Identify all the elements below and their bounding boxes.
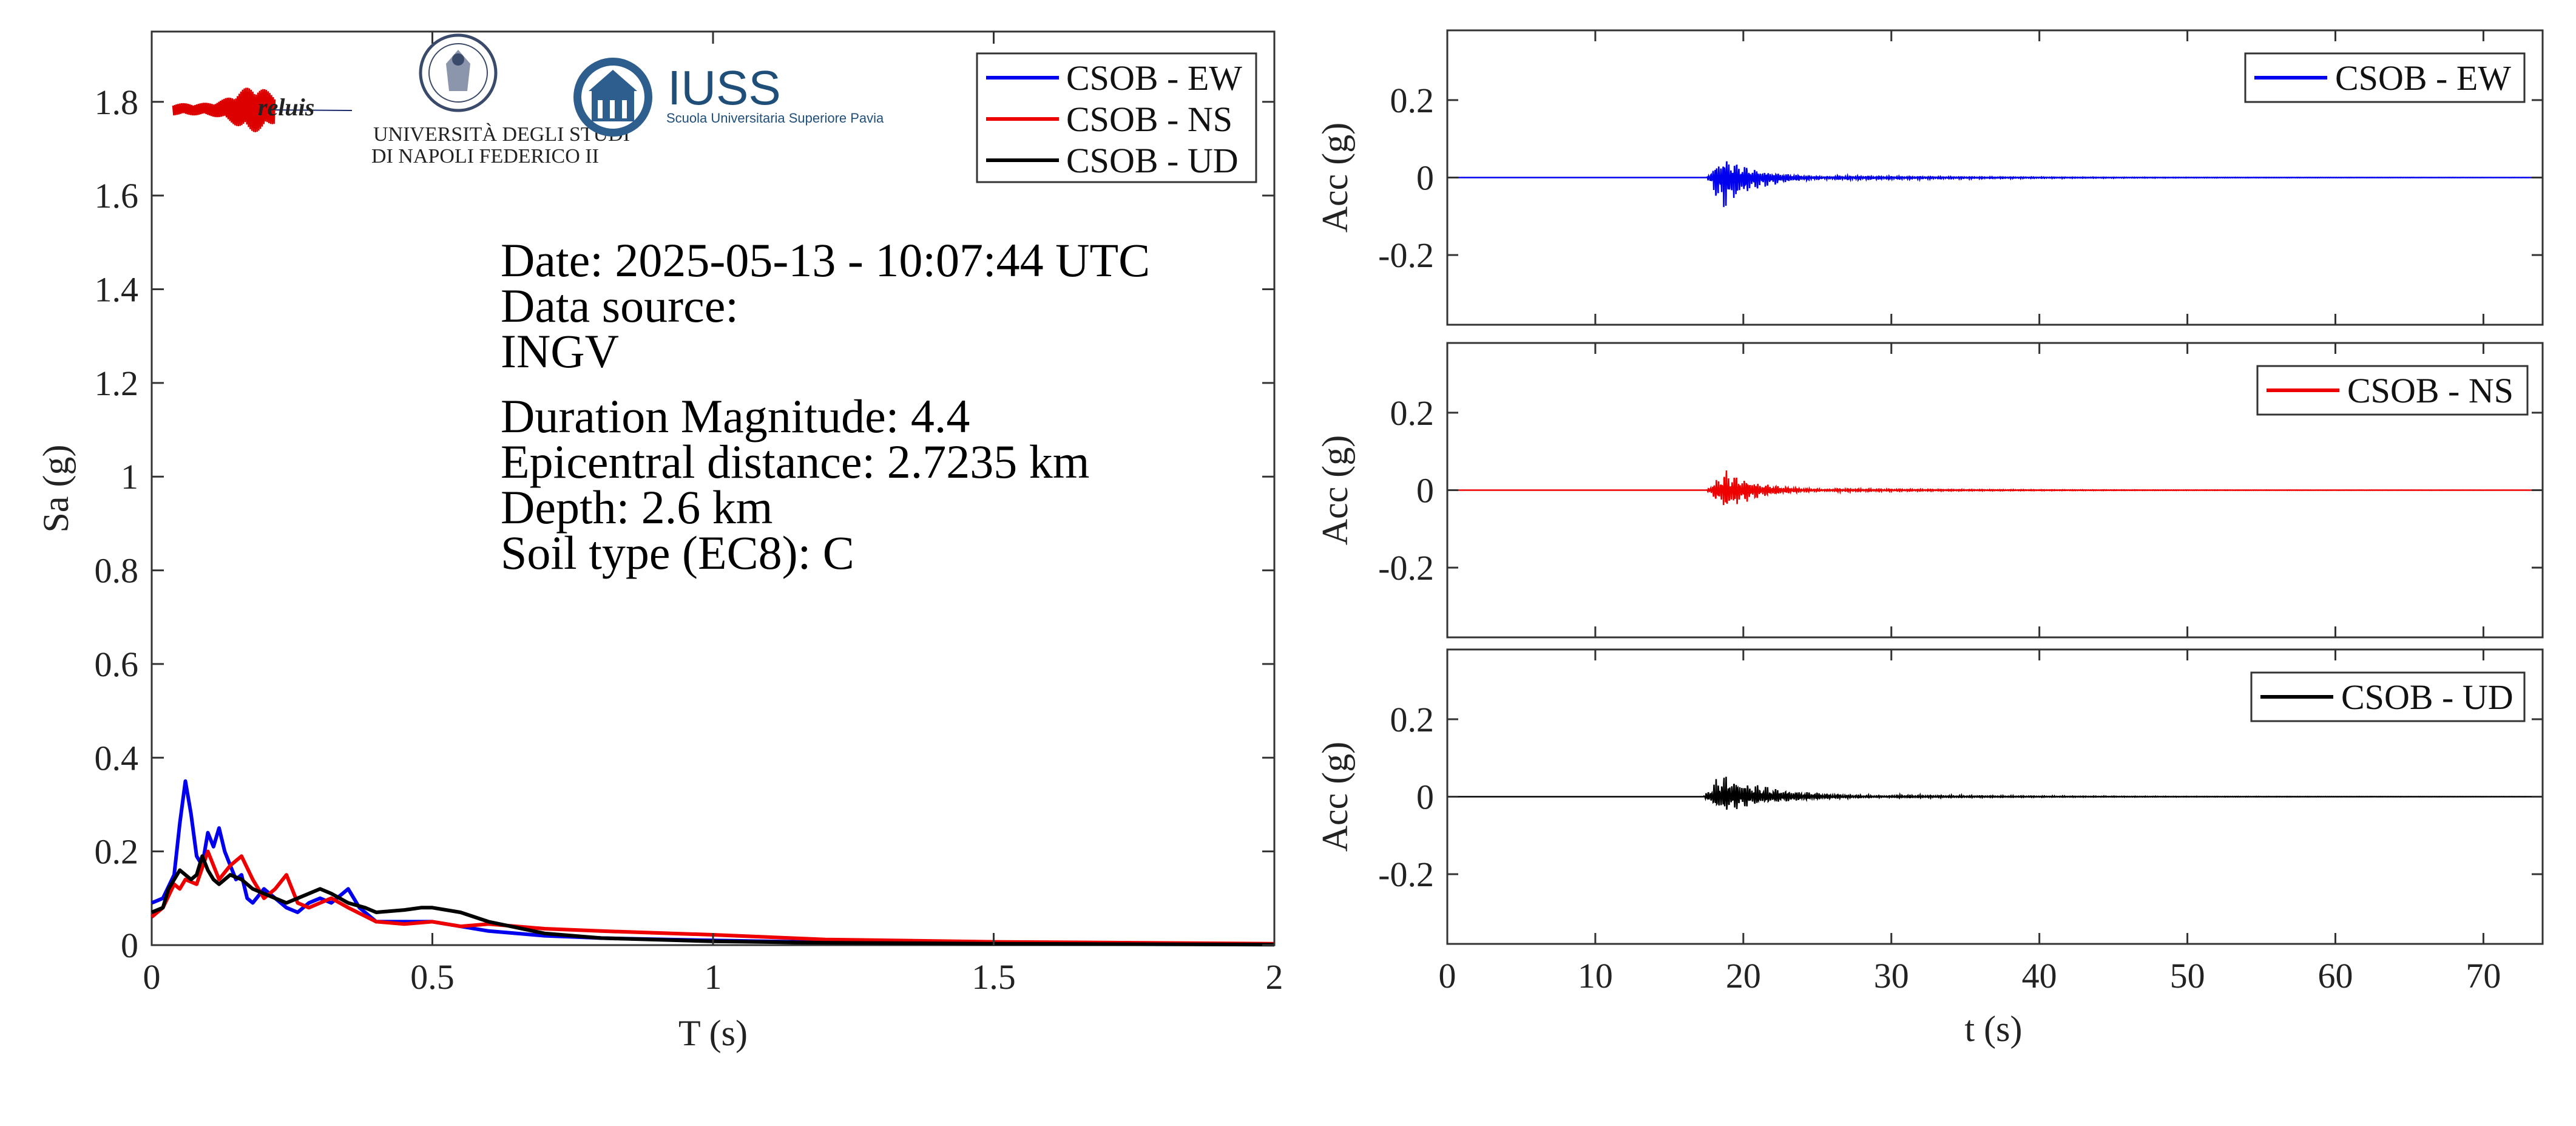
- acc-y-tick-label: -0.2: [1378, 236, 1434, 275]
- time-x-axis-label: t (s): [1965, 1009, 2023, 1049]
- acc-series-ns: [1447, 470, 2543, 506]
- spectrum-x-tick-label: 0: [143, 957, 161, 997]
- spectrum-y-tick-label: 1.2: [95, 364, 139, 403]
- reluis-logo: reluis: [172, 87, 353, 132]
- spectrum-y-tick-label: 1.4: [95, 270, 139, 309]
- acc-series-ew: [1447, 161, 2543, 208]
- acc-legend-label: CSOB - NS: [2347, 371, 2513, 410]
- legend-label-ew: CSOB - EW: [1066, 58, 1242, 98]
- acc-y-tick-label: -0.2: [1378, 548, 1434, 588]
- unina-seal: [419, 33, 498, 112]
- acc-x-tick-label: 20: [1726, 956, 1761, 995]
- spectrum-series-0: [150, 779, 1275, 946]
- iuss-logo: IUSS Scuola Universitaria Superiore Pavi…: [573, 58, 884, 137]
- acceleration-panels: -0.2 0 0.2 Acc (g) CSOB - EW -0.2 0 0.2 Acc (g) C…: [1315, 29, 2544, 995]
- spectrum-x-tick-label: 2: [1266, 957, 1283, 997]
- response-spectrum-chart: 0 0.5 1 1.5 2 0 0.2 0.4 0.6 0.8 1 1.2 1.4 1.6 1.8 T (s…: [36, 30, 1283, 1053]
- acc-panel-ud: -0.2 0 0.2 0 10 20 30 40 50 60 70 Acc (g) CSOB - UD: [1315, 648, 2544, 995]
- acc-series-ud: [1447, 776, 2543, 810]
- spectrum-legend: CSOB - EW CSOB - NS CSOB - UD: [976, 52, 1257, 183]
- event-magnitude: Duration Magnitude: 4.4: [501, 390, 970, 443]
- spectrum-y-axis-label: Sa (g): [36, 445, 76, 533]
- data-source-value: INGV: [501, 325, 619, 378]
- spectrum-y-tick-label: 0.2: [95, 832, 139, 872]
- acc-x-tick-label: 10: [1578, 956, 1613, 995]
- acc-y-tick-label: 0.2: [1390, 393, 1435, 433]
- acc-x-tick-label: 60: [2318, 956, 2353, 995]
- spectrum-axes: 0 0.5 1 1.5 2 0 0.2 0.4 0.6 0.8 1 1.2 1.4 1.6 1.8: [95, 32, 1283, 997]
- acc-y-axis-label: Acc (g): [1315, 742, 1355, 852]
- soil-type: Soil type (EC8): C: [501, 526, 854, 579]
- acc-panel-ns: -0.2 0 0.2 Acc (g) CSOB - NS: [1315, 342, 2544, 639]
- event-info: Date: 2025-05-13 - 10:07:44 UTC Data sou…: [501, 234, 1150, 579]
- acc-panel-ew: -0.2 0 0.2 Acc (g) CSOB - EW: [1315, 29, 2544, 326]
- acc-y-tick-label: -0.2: [1378, 855, 1434, 894]
- acc-y-axis-label: Acc (g): [1315, 123, 1355, 233]
- legend-label-ud: CSOB - UD: [1066, 141, 1239, 180]
- acc-x-tick-label: 30: [1874, 956, 1909, 995]
- spectrum-y-tick-label: 1: [121, 457, 138, 497]
- spectrum-x-tick-label: 0.5: [410, 957, 455, 997]
- acc-x-tick-label: 70: [2466, 956, 2501, 995]
- acc-y-tick-label: 0: [1416, 778, 1434, 817]
- acc-x-tick-label: 40: [2022, 956, 2057, 995]
- acc-y-tick-label: 0.2: [1390, 700, 1435, 739]
- event-depth: Depth: 2.6 km: [501, 481, 772, 534]
- spectrum-x-axis-label: T (s): [678, 1013, 748, 1053]
- spectrum-x-tick-label: 1: [705, 957, 722, 997]
- acc-legend-box: [2244, 52, 2526, 103]
- acc-legend-label: CSOB - UD: [2341, 677, 2513, 717]
- spectrum-y-tick-label: 1.6: [95, 176, 139, 215]
- reluis-logo-wave: [172, 87, 353, 132]
- acc-x-tick-label: 50: [2170, 956, 2205, 995]
- unina-logo-line2: DI NAPOLI FEDERICO II: [371, 145, 599, 168]
- iuss-logo-name: IUSS: [668, 61, 781, 115]
- acc-y-tick-label: 0.2: [1390, 81, 1435, 120]
- spectrum-y-tick-label: 0.6: [95, 645, 139, 684]
- acc-y-tick-label: 0: [1416, 471, 1434, 510]
- acc-x-tick-label: 0: [1439, 956, 1456, 995]
- spectrum-y-tick-label: 0.8: [95, 551, 139, 591]
- data-source-label: Data source:: [501, 279, 739, 332]
- epicentral-distance: Epicentral distance: 2.7235 km: [501, 435, 1089, 488]
- spectrum-series-1: [150, 849, 1275, 946]
- spectrum-y-tick-label: 0: [121, 926, 138, 965]
- legend-label-ns: CSOB - NS: [1066, 100, 1232, 139]
- event-date: Date: 2025-05-13 - 10:07:44 UTC: [501, 234, 1150, 287]
- acc-legend-label: CSOB - EW: [2335, 58, 2511, 98]
- spectrum-y-tick-label: 1.8: [95, 83, 139, 122]
- acc-y-tick-label: 0: [1416, 158, 1434, 198]
- spectrum-x-tick-label: 1.5: [972, 957, 1016, 997]
- spectrum-series-2: [150, 854, 1275, 947]
- acc-y-axis-label: Acc (g): [1315, 435, 1355, 546]
- spectrum-y-tick-label: 0.4: [95, 738, 139, 778]
- reluis-logo-text: reluis: [258, 93, 314, 121]
- spectrum-series-lines: [150, 779, 1275, 947]
- iuss-logo-subtitle: Scuola Universitaria Superiore Pavia: [666, 110, 884, 126]
